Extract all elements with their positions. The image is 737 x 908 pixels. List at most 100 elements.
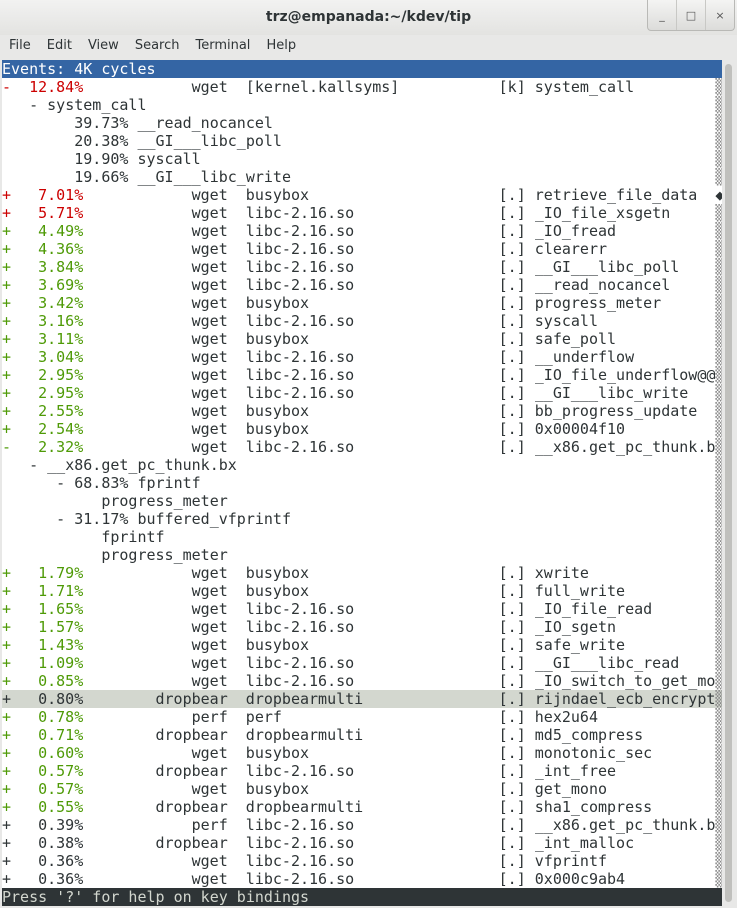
entry-row[interactable]: +3.84% wget libc-2.16.so [.] __GI___libc_pol… <box>2 258 722 276</box>
overhead-percent: 2.54% <box>38 420 84 438</box>
overhead-percent: 0.57% <box>38 780 84 798</box>
entry-row[interactable]: +0.57% wget busybox [.] get_mono ▒ <box>2 780 722 798</box>
menu-terminal[interactable]: Terminal <box>195 38 251 53</box>
entry-row[interactable]: +0.85% wget libc-2.16.so [.] _IO_switch_to_g… <box>2 672 722 690</box>
expand-marker: + <box>2 330 12 348</box>
symbol: __GI___libc_write <box>534 384 689 402</box>
entry-row[interactable]: +1.71% wget busybox [.] full_write ▒ <box>2 582 722 600</box>
terminal-scrollbar[interactable] <box>722 60 735 906</box>
callchain-row[interactable]: 39.73% __read_nocancel ▒ <box>2 114 722 132</box>
callchain-row[interactable]: 19.66% __GI___libc_write ▒ <box>2 168 722 186</box>
overhead-percent: 0.71% <box>38 726 84 744</box>
callchain-row[interactable]: - __x86.get_pc_thunk.bx ▒ <box>2 456 722 474</box>
scrollbar-track-icon: ▒ <box>715 780 722 798</box>
status-bar: Press '?' for help on key bindings <box>2 888 722 906</box>
command: wget <box>191 258 228 276</box>
callchain-row[interactable]: - 31.17% buffered_vfprintf ▒ <box>2 510 722 528</box>
expand-marker: + <box>2 420 12 438</box>
entry-row[interactable]: +0.38% dropbear libc-2.16.so [.] _int_malloc… <box>2 834 722 852</box>
entry-row[interactable]: +2.95% wget libc-2.16.so [.] _IO_file_underf… <box>2 366 722 384</box>
entry-row[interactable]: +2.55% wget busybox [.] bb_progress_update ▒ <box>2 402 722 420</box>
command: wget <box>191 384 228 402</box>
command: wget <box>191 636 228 654</box>
entry-row[interactable]: +0.80% dropbear dropbearmulti [.] rijndael_e… <box>2 690 722 708</box>
overhead-percent: 1.43% <box>38 636 84 654</box>
callchain-text: progress_meter <box>101 492 228 510</box>
shared-object: busybox <box>245 186 310 204</box>
entry-row[interactable]: +2.95% wget libc-2.16.so [.] __GI___libc_wri… <box>2 384 722 402</box>
maximize-button[interactable]: □ <box>676 0 705 30</box>
callchain-row[interactable]: - system_call ▒ <box>2 96 722 114</box>
callchain-row[interactable]: - 68.83% fprintf ▒ <box>2 474 722 492</box>
entry-row[interactable]: - 2.32% wget libc-2.16.so [.] __x86.get_pc_th… <box>2 438 722 456</box>
entry-row[interactable]: -12.84% wget [kernel.kallsyms] [k] system_ca… <box>2 78 722 96</box>
scrollbar-track-icon: ▒ <box>715 420 722 438</box>
command: wget <box>191 366 228 384</box>
entry-row[interactable]: +4.49% wget libc-2.16.so [.] _IO_fread ▒ <box>2 222 722 240</box>
entry-row[interactable]: +3.04% wget libc-2.16.so [.] __underflow ▒ <box>2 348 722 366</box>
command: wget <box>191 240 228 258</box>
command: wget <box>191 276 228 294</box>
entry-row[interactable]: +0.60% wget busybox [.] monotonic_sec ▒ <box>2 744 722 762</box>
entry-row[interactable]: +0.55% dropbear dropbearmulti [.] sha1_compr… <box>2 798 722 816</box>
entry-row[interactable]: +3.69% wget libc-2.16.so [.] __read_nocancel… <box>2 276 722 294</box>
entry-row[interactable]: +7.01% wget busybox [.] retrieve_file_data ◆ <box>2 186 722 204</box>
scrollbar-thumb[interactable] <box>725 64 732 902</box>
entry-row[interactable]: +0.36% wget libc-2.16.so [.] vfprintf ▒ <box>2 852 722 870</box>
expand-marker: + <box>2 834 12 852</box>
callchain-row[interactable]: 19.90% syscall ▒ <box>2 150 722 168</box>
entry-row[interactable]: +1.09% wget libc-2.16.so [.] __GI___libc_rea… <box>2 654 722 672</box>
minimize-button[interactable]: _ <box>659 8 665 22</box>
symbol: syscall <box>534 312 598 330</box>
callchain-row[interactable]: 20.38% __GI___libc_poll ▒ <box>2 132 722 150</box>
menu-file[interactable]: File <box>9 38 31 53</box>
entry-row[interactable]: +0.36% wget libc-2.16.so [.] 0x000c9ab4 ▒ <box>2 870 722 888</box>
shared-object: busybox <box>245 420 310 438</box>
expand-marker: + <box>2 186 12 204</box>
scrollbar-track-icon: ▒ <box>715 600 722 618</box>
entry-row[interactable]: +3.42% wget busybox [.] progress_meter ▒ <box>2 294 722 312</box>
close-button[interactable]: × <box>705 0 734 30</box>
overhead-percent: 0.36% <box>38 852 84 870</box>
shared-object: dropbearmulti <box>245 726 364 744</box>
entry-row[interactable]: +4.36% wget libc-2.16.so [.] clearerr ▒ <box>2 240 722 258</box>
entry-row[interactable]: +0.71% dropbear dropbearmulti [.] md5_compre… <box>2 726 722 744</box>
callchain-row[interactable]: progress_meter ▒ <box>2 492 722 510</box>
entry-row[interactable]: +0.78% perf perf [.] hex2u64 ▒ <box>2 708 722 726</box>
command: wget <box>191 672 228 690</box>
menu-search[interactable]: Search <box>134 38 180 53</box>
scrollbar-track-icon: ▒ <box>715 240 722 258</box>
menu-view[interactable]: View <box>87 38 119 53</box>
entry-row[interactable]: +2.54% wget busybox [.] 0x00004f10 ▒ <box>2 420 722 438</box>
shared-object: busybox <box>245 636 310 654</box>
entry-row[interactable]: +3.11% wget busybox [.] safe_poll ▒ <box>2 330 722 348</box>
entry-row[interactable]: +0.57% dropbear libc-2.16.so [.] _int_free ▒ <box>2 762 722 780</box>
privilege-level: [.] <box>498 348 526 366</box>
expand-marker: + <box>2 690 12 708</box>
entry-row[interactable]: +5.71% wget libc-2.16.so [.] _IO_file_xsgetn… <box>2 204 722 222</box>
scrollbar-track-icon: ▒ <box>715 78 722 96</box>
entry-row[interactable]: +1.79% wget busybox [.] xwrite ▒ <box>2 564 722 582</box>
privilege-level: [k] <box>498 78 526 96</box>
shared-object: busybox <box>245 582 310 600</box>
entry-row[interactable]: +1.65% wget libc-2.16.so [.] _IO_file_read ▒ <box>2 600 722 618</box>
expand-marker: + <box>2 708 12 726</box>
callchain-row[interactable]: progress_meter ▒ <box>2 546 722 564</box>
privilege-level: [.] <box>498 798 526 816</box>
privilege-level: [.] <box>498 744 526 762</box>
privilege-level: [.] <box>498 258 526 276</box>
terminal[interactable]: Events: 4K cycles -12.84% wget [kernel.kal… <box>2 60 722 906</box>
symbol: 0x00004f10 <box>534 420 626 438</box>
menu-edit[interactable]: Edit <box>46 38 72 53</box>
entry-row[interactable]: +0.39% perf libc-2.16.so [.] __x86.get_pc_th… <box>2 816 722 834</box>
callchain-text: fprintf <box>101 528 165 546</box>
command: wget <box>191 438 228 456</box>
entry-row[interactable]: +1.57% wget libc-2.16.so [.] _IO_sgetn ▒ <box>2 618 722 636</box>
command: perf <box>191 816 228 834</box>
callchain-row[interactable]: fprintf ▒ <box>2 528 722 546</box>
menu-help[interactable]: Help <box>266 38 297 53</box>
entry-row[interactable]: +1.43% wget busybox [.] safe_write ▒ <box>2 636 722 654</box>
entry-row[interactable]: +3.16% wget libc-2.16.so [.] syscall ▒ <box>2 312 722 330</box>
overhead-percent: 3.69% <box>38 276 84 294</box>
overhead-percent: 2.55% <box>38 402 84 420</box>
